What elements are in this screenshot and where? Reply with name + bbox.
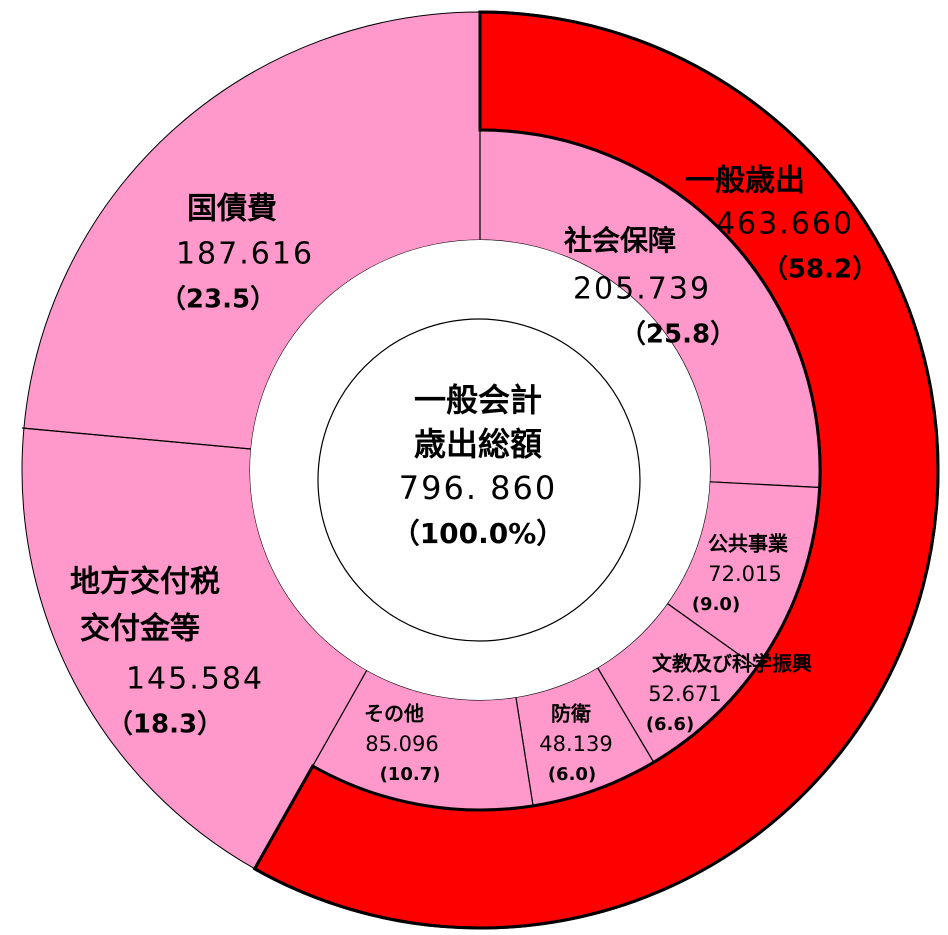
label: 防衛 (551, 702, 591, 726)
label: 交付金等 (80, 612, 200, 647)
label: 一般会計 (414, 381, 542, 419)
label: 48.139 (539, 732, 612, 756)
label: (9.0) (692, 594, 740, 615)
label: （100.0%） (392, 517, 565, 550)
label: 187.616 (176, 237, 314, 272)
label: (6.0) (548, 764, 596, 785)
label: （25.8） (620, 320, 736, 350)
label: 72.015 (708, 562, 781, 586)
label: 歳出総額 (414, 425, 542, 463)
label: 文教及び科学振興 (652, 652, 812, 676)
label: 52.671 (648, 682, 721, 706)
label: 公共事業 (708, 532, 789, 556)
label: 205.739 (573, 272, 711, 307)
label: 463.660 (716, 207, 854, 242)
label: その他 (364, 702, 424, 726)
label: 85.096 (365, 732, 438, 756)
label: 社会保障 (564, 224, 676, 257)
label: 145.584 (126, 662, 264, 697)
center-outline (317, 318, 641, 642)
donut-segment-outline (252, 10, 940, 930)
divider (21, 427, 252, 450)
label: （58.2） (762, 255, 878, 285)
label: 地方交付税 (70, 565, 220, 600)
label: 国債費 (187, 192, 277, 227)
label: 796. 860 (399, 469, 558, 507)
label: （18.3） (107, 710, 223, 740)
label: (6.6) (646, 714, 694, 735)
label: 一般歳出 (685, 164, 805, 199)
label: （23.5） (160, 285, 276, 315)
center-hole (250, 240, 710, 700)
label: (10.7) (380, 764, 441, 785)
